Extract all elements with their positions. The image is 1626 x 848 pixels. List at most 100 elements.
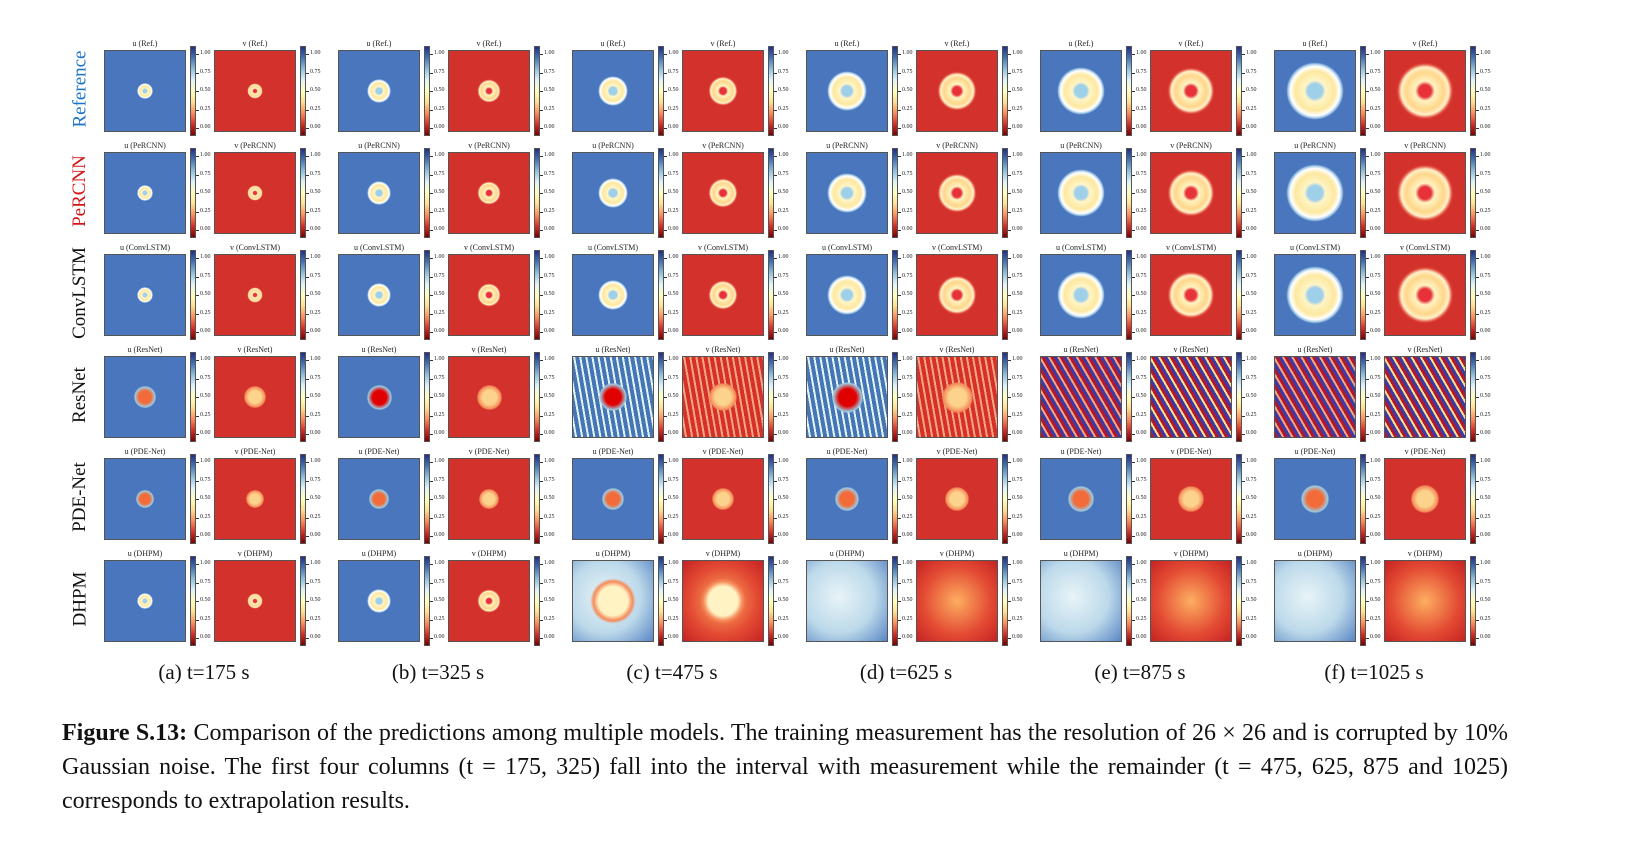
colorbar-tick-mark (774, 128, 777, 129)
panel-title: u (DHPM) (1063, 549, 1099, 558)
colorbar-tick-mark (306, 211, 309, 213)
panel-title: v (DHPM) (705, 549, 741, 558)
colorbar-tick-label: 0.75 (1246, 68, 1257, 75)
colorbar-tick-mark (540, 332, 543, 333)
panel-title: u (DHPM) (127, 549, 163, 558)
colorbar-tick-mark (1242, 230, 1245, 231)
heatmap-v-pde-net-6 (1384, 458, 1466, 540)
colorbar-tick-label: 0.50 (1480, 495, 1491, 501)
colorbar-tick-label: 0.00 (310, 124, 321, 130)
colorbar-tick-label: 0.00 (310, 328, 321, 334)
heatmap-v-resnet-1 (214, 356, 296, 438)
colorbar-tick-label: 0.00 (1370, 430, 1381, 436)
pattern-blob (134, 386, 156, 408)
colorbar-tick-label: 0.00 (1136, 532, 1147, 538)
colorbar-tick-label: 0.50 (778, 189, 789, 195)
colorbar-tick-mark (430, 332, 433, 333)
panel-title: v (PeRCNN) (1404, 141, 1446, 150)
colorbar-tick-mark (1132, 91, 1135, 92)
colorbar-tick-mark (1132, 230, 1135, 231)
colorbar-tick-label: 0.25 (1480, 309, 1491, 316)
colorbar-tick-mark (430, 156, 433, 157)
colorbar-tick-mark (1008, 109, 1011, 111)
colorbar (1360, 148, 1366, 238)
colorbar-tick-mark (540, 415, 543, 417)
pattern-blob (598, 76, 628, 106)
colorbar-tick-label: 0.25 (902, 309, 913, 316)
colorbar-tick-mark (430, 91, 433, 92)
colorbar-tick-label: 0.50 (668, 87, 679, 93)
heatmap-v-resnet-3 (682, 356, 764, 438)
colorbar-tick-mark (1476, 638, 1479, 639)
colorbar-tick-label: 0.75 (200, 170, 211, 177)
heatmap-u-reference-5 (1040, 50, 1122, 132)
colorbar-tick-mark (306, 295, 309, 296)
colorbar-tick-label: 0.25 (200, 309, 211, 316)
heatmap-u-convlstm-6 (1274, 254, 1356, 336)
heatmap-u-convlstm-1 (104, 254, 186, 336)
colorbar-tick-label: 1.00 (1012, 560, 1023, 566)
colorbar-tick-label: 0.00 (434, 532, 445, 538)
colorbar-tick-label: 0.75 (778, 170, 789, 177)
colorbar-tick-label: 0.50 (1370, 291, 1381, 297)
colorbar-tick-mark (1242, 619, 1245, 621)
colorbar (658, 148, 664, 238)
colorbar-tick-label: 0.75 (544, 170, 555, 177)
panel-title: u (PDE-Net) (826, 447, 868, 456)
colorbar-tick-label: 0.75 (310, 272, 321, 279)
colorbar-tick-mark (898, 397, 901, 398)
colorbar-tick-label: 0.50 (544, 189, 555, 195)
heatmap-v-reference-6 (1384, 50, 1466, 132)
colorbar-tick-mark (196, 156, 199, 157)
colorbar (892, 352, 898, 442)
colorbar-tick-label: 0.75 (1136, 578, 1147, 585)
row-label-percnn: PeRCNN (68, 155, 90, 227)
pattern-blob (1301, 485, 1329, 513)
colorbar-tick-label: 0.75 (544, 578, 555, 585)
colorbar-tick-label: 0.75 (1480, 476, 1491, 483)
colorbar-tick-mark (898, 619, 901, 621)
colorbar-tick-label: 0.00 (1480, 328, 1491, 334)
colorbar-tick-label: 1.00 (1480, 254, 1491, 260)
colorbar-tick-mark (1366, 480, 1369, 482)
colorbar-tick-label: 0.50 (902, 87, 913, 93)
colorbar-tick-label: 0.25 (1370, 615, 1381, 622)
colorbar-tick-label: 0.00 (902, 532, 913, 538)
colorbar-tick-mark (898, 480, 901, 482)
colorbar-tick-label: 0.00 (1136, 634, 1147, 640)
colorbar-tick-mark (1242, 72, 1245, 74)
colorbar-tick-label: 0.00 (544, 328, 555, 334)
colorbar-tick-label: 0.75 (544, 272, 555, 279)
colorbar-tick-label: 0.50 (1246, 87, 1257, 93)
colorbar-tick-mark (774, 332, 777, 333)
colorbar-tick-mark (540, 128, 543, 129)
colorbar-tick-mark (1476, 499, 1479, 500)
colorbar-tick-mark (1008, 415, 1011, 417)
colorbar-tick-mark (664, 174, 667, 176)
colorbar (300, 46, 306, 136)
colorbar-tick-mark (1476, 128, 1479, 129)
colorbar-tick-label: 0.25 (778, 513, 789, 520)
colorbar-tick-mark (774, 174, 777, 176)
colorbar-tick-mark (196, 332, 199, 333)
pattern-blob (827, 173, 867, 213)
colorbar-tick-label: 0.50 (1136, 87, 1147, 93)
pattern-blob (835, 487, 859, 511)
colorbar-tick-label: 0.00 (544, 226, 555, 232)
colorbar-tick-mark (430, 434, 433, 435)
colorbar (424, 250, 430, 340)
colorbar-tick-label: 0.25 (434, 615, 445, 622)
pattern-blob (246, 490, 264, 508)
pattern-blob (477, 283, 501, 307)
colorbar-tick-mark (540, 54, 543, 55)
colorbar-tick-mark (774, 258, 777, 259)
colorbar-tick-mark (430, 517, 433, 519)
colorbar-tick-label: 0.50 (1480, 189, 1491, 195)
colorbar-tick-mark (1242, 480, 1245, 482)
colorbar-tick-label: 1.00 (310, 458, 321, 464)
heatmap-u-resnet-5 (1040, 356, 1122, 438)
colorbar-tick-label: 1.00 (1136, 152, 1147, 158)
colorbar-tick-label: 0.00 (310, 226, 321, 232)
colorbar-tick-label: 0.50 (778, 393, 789, 399)
colorbar-tick-label: 0.75 (778, 68, 789, 75)
